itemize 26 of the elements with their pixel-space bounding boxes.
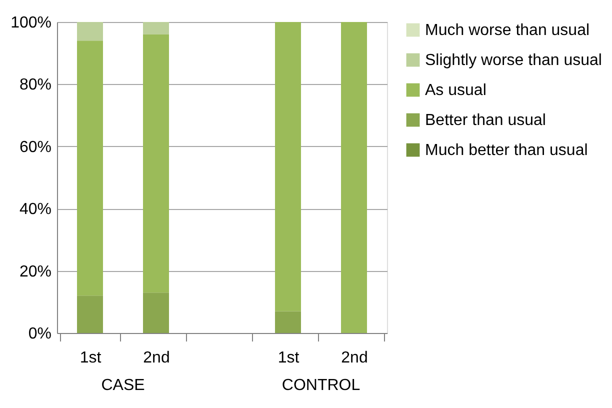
text: CASE	[101, 377, 145, 394]
x-tick-label: 1st	[278, 350, 300, 366]
bar	[77, 296, 103, 333]
legend-label: Slightly worse than usual	[425, 52, 602, 69]
y-tick-label: 100%	[10, 14, 52, 32]
y-tick-label: 60%	[19, 138, 52, 156]
legend-label: Much worse than usual	[425, 22, 590, 39]
x-tick-label: 2nd	[341, 350, 368, 366]
x-tick-label: 1st	[80, 350, 102, 366]
y-tick-label: 20%	[19, 263, 52, 280]
y-tick-label: 0%	[28, 326, 52, 342]
bar	[143, 34, 169, 293]
bar	[275, 311, 301, 333]
x-tick-label: 2nd	[143, 350, 170, 366]
y-tick-label: 80%	[19, 76, 52, 94]
bar	[143, 22, 169, 34]
bar	[77, 40, 103, 296]
y-tick-label: 40%	[19, 201, 52, 218]
text: CONTROL	[282, 377, 360, 394]
bar	[77, 22, 103, 41]
legend-label: Much better than usual	[425, 142, 588, 159]
bar	[275, 22, 301, 312]
legend-label: As usual	[425, 82, 486, 99]
bar	[143, 292, 169, 333]
bar	[341, 22, 367, 333]
legend-label: Better than usual	[425, 112, 546, 129]
